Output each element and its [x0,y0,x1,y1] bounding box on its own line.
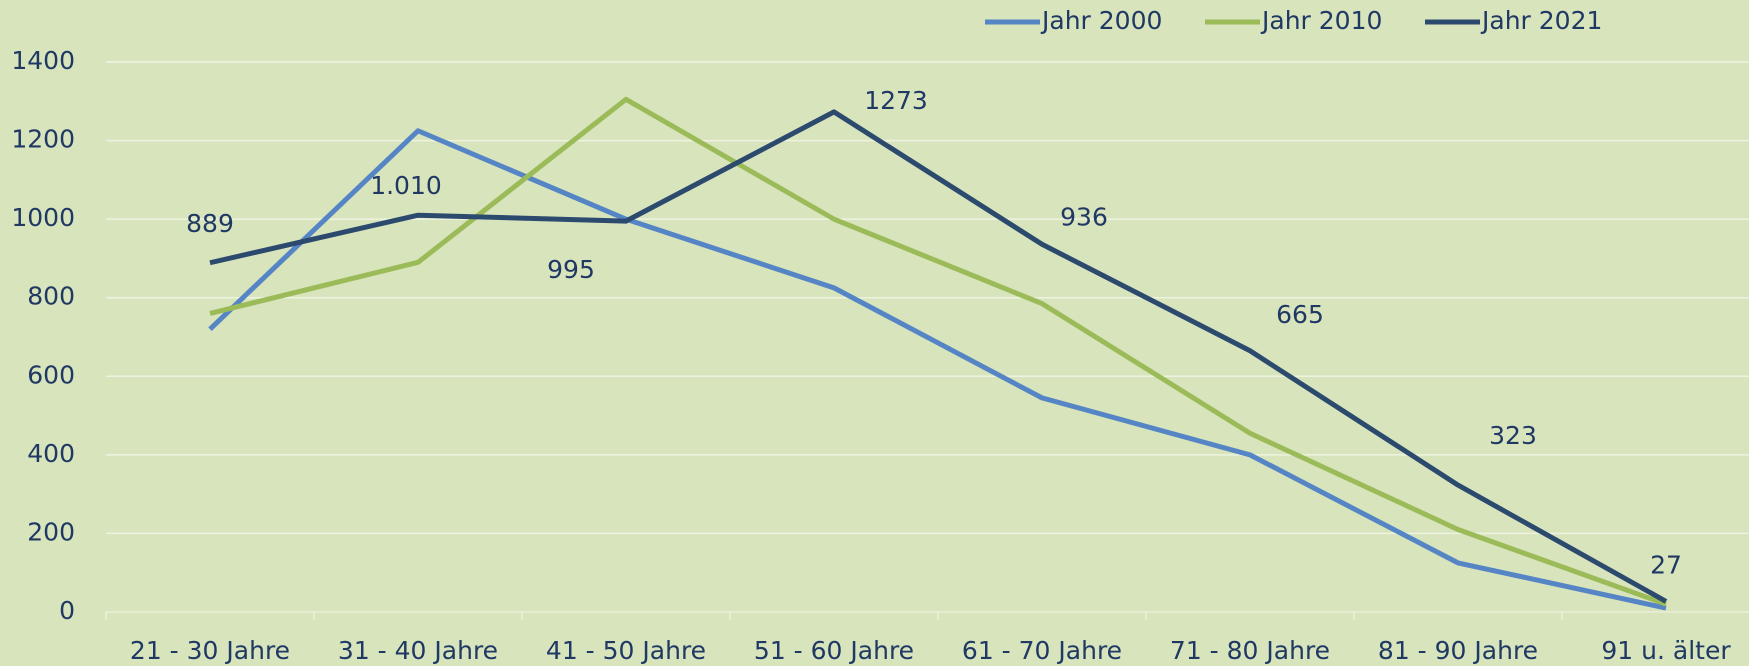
x-tick-label: 31 - 40 Jahre [338,636,498,665]
x-tick-label: 61 - 70 Jahre [962,636,1122,665]
x-tick-label: 71 - 80 Jahre [1170,636,1330,665]
x-tick-label: 21 - 30 Jahre [130,636,290,665]
legend-label: Jahr 2021 [1480,6,1602,35]
data-label: 995 [547,255,595,284]
y-tick-label: 800 [27,282,75,311]
series-line [209,96,1667,607]
y-tick-label: 1200 [11,125,75,154]
legend-label: Jahr 2010 [1260,6,1382,35]
legend-label: Jahr 2000 [1040,6,1162,35]
y-tick-label: 1400 [11,46,75,75]
x-tick-label: 91 u. älter [1601,636,1731,665]
y-tick-label: 0 [59,596,75,625]
x-tick-label: 41 - 50 Jahre [546,636,706,665]
y-tick-label: 1000 [11,203,75,232]
data-label: 1.010 [370,171,442,200]
data-label: 889 [186,209,234,238]
y-tick-label: 200 [27,517,75,546]
x-tick-label: 51 - 60 Jahre [754,636,914,665]
x-tick-label: 81 - 90 Jahre [1378,636,1538,665]
data-label: 27 [1650,550,1682,579]
y-tick-label: 600 [27,360,75,389]
data-label: 936 [1060,202,1108,231]
data-label: 1273 [864,86,928,115]
series-line [208,128,1667,611]
data-label: 323 [1489,421,1537,450]
y-tick-label: 400 [27,439,75,468]
data-label: 665 [1276,300,1324,329]
series-line [209,109,1668,604]
